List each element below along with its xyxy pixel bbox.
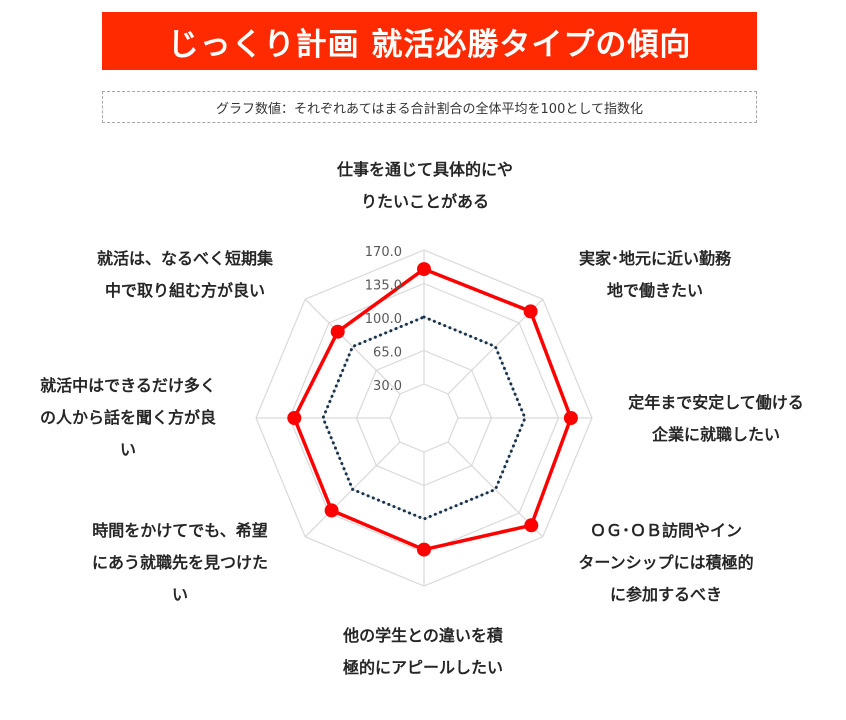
- axis-label-differentiate: 他の学生との違いを積 極的にアピールしたい: [342, 626, 503, 677]
- subtitle-box: グラフ数値：それぞれあてはまる合計割合の全体平均を100として指数化: [102, 91, 757, 123]
- axis-label-take-time: 時間をかけてでも、希望 にあう就職先を見つけた い: [91, 521, 268, 604]
- axis-label-stable-until-retirement: 定年まで安定して働ける 企業に就職したい: [628, 393, 804, 444]
- tick-label-4: 30.0: [373, 379, 402, 394]
- series-point-6: [287, 411, 302, 425]
- tick-label-2: 100.0: [365, 312, 402, 327]
- axis-label-talk-to-many: 就活中はできるだけ多く の人から話を聞く方が良 い: [39, 376, 216, 459]
- axis-label-specific-work: 仕事を通じて具体的にや りたいことがある: [336, 160, 513, 211]
- tick-label-0: 170.0: [365, 245, 402, 260]
- series-point-2: [563, 411, 578, 425]
- series-point-4: [417, 542, 431, 557]
- axis-label-short-term: 就活は、なるべく短期集 中で取り組む方が良い: [96, 249, 273, 300]
- series-line-average: [321, 315, 527, 521]
- series-point-7: [330, 324, 345, 339]
- axis-label-ogob-internship: ＯＧ･ＯＢ訪問やイン ターンシップには積極的 に参加するべき: [578, 521, 754, 604]
- series-point-0: [417, 262, 431, 277]
- series-point-3: [524, 518, 539, 533]
- tick-label-3: 65.0: [373, 346, 402, 361]
- title-banner: じっくり計画 就活必勝タイプの傾向: [102, 12, 757, 70]
- grid-ring-4: [389, 383, 459, 453]
- tick-label-1: 135.0: [365, 279, 402, 294]
- grid-spoke-7: [304, 298, 401, 395]
- series-point-1: [523, 304, 538, 319]
- chart-title: じっくり計画 就活必勝タイプの傾向: [167, 26, 692, 63]
- series-point-5: [324, 503, 339, 518]
- axis-label-near-hometown: 実家･地元に近い勤務 地で働きたい: [578, 249, 731, 300]
- chart-subtitle: グラフ数値：それぞれあてはまる合計割合の全体平均を100として指数化: [216, 101, 643, 117]
